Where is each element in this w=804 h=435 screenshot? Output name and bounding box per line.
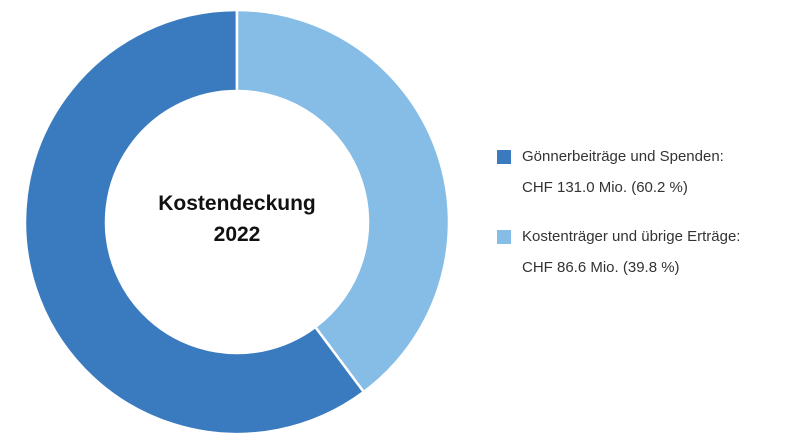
legend-value: CHF 131.0 Mio. (60.2 %) <box>522 179 688 196</box>
donut-segment <box>23 8 366 435</box>
donut-segment <box>235 8 451 394</box>
legend-swatch <box>497 230 511 244</box>
legend-value: CHF 86.6 Mio. (39.8 %) <box>522 259 680 276</box>
chart-title: Kostendeckung 2022 <box>158 192 316 246</box>
legend-label: Gönnerbeiträge und Spenden: <box>522 148 724 165</box>
legend-label: Kostenträger und übrige Erträge: <box>522 228 740 245</box>
legend-swatch <box>497 150 511 164</box>
